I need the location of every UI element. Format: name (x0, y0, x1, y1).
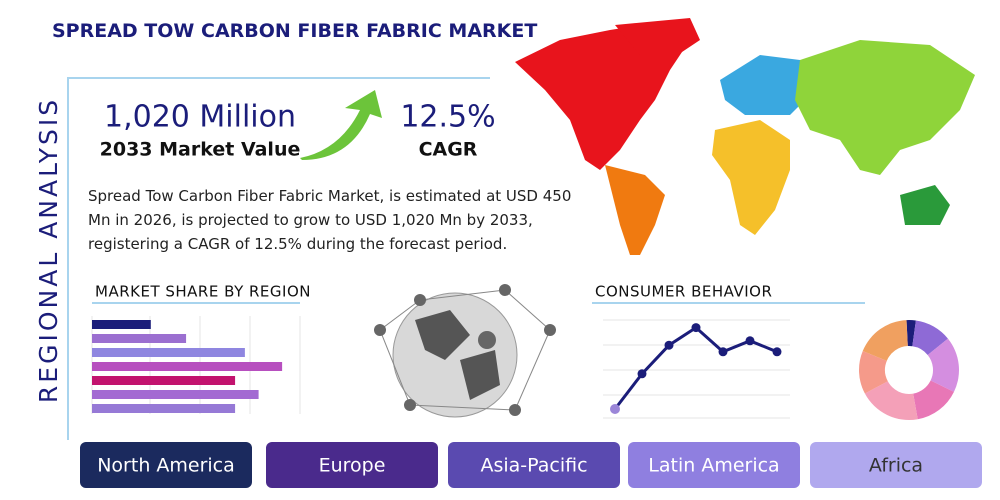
bar (92, 376, 236, 385)
region-label: Europe (319, 455, 386, 477)
donut-segment (912, 320, 948, 355)
market-value: 1,020 Million (104, 100, 296, 135)
region-label: North America (97, 455, 235, 477)
bar (92, 334, 187, 343)
region-button[interactable] (266, 442, 438, 488)
globe (374, 284, 556, 418)
market-share-title: MARKET SHARE BY REGION (95, 283, 311, 301)
region-label: Asia-Pacific (480, 455, 587, 477)
frame (67, 77, 490, 440)
point (637, 369, 647, 379)
point (718, 347, 728, 357)
world-map (515, 18, 975, 255)
donut-segment (927, 338, 959, 392)
donut-segment (864, 381, 918, 420)
point (745, 336, 755, 346)
market-value-label: 2033 Market Value (100, 139, 301, 161)
consumer-title: CONSUMER BEHAVIOR (595, 283, 772, 301)
bar (92, 348, 245, 357)
point (691, 323, 701, 333)
description: Spread Tow Carbon Fiber Fabric Market, i… (88, 187, 572, 253)
cagr-label: CAGR (419, 139, 478, 161)
region-label: Africa (869, 455, 923, 477)
bar (92, 320, 151, 329)
donut-segment (858, 350, 888, 394)
growth-arrow (300, 90, 382, 160)
region-button[interactable] (448, 442, 620, 488)
title: SPREAD TOW CARBON FIBER FABRIC MARKET (52, 20, 537, 42)
donut-segment (906, 320, 916, 347)
point (664, 340, 674, 350)
region-button[interactable] (80, 442, 252, 488)
side-label: REGIONAL ANALYSIS (34, 97, 63, 403)
region-label: Latin America (648, 455, 779, 477)
donut-segment (862, 320, 908, 361)
description-box: Spread Tow Carbon Fiber Fabric Market, i… (88, 187, 572, 253)
point (772, 347, 782, 357)
bar (92, 390, 259, 399)
bar (92, 404, 236, 413)
donut-segment (913, 380, 954, 420)
point (610, 404, 620, 414)
region-button[interactable] (628, 442, 800, 488)
cagr-value: 12.5% (400, 100, 495, 135)
bar (92, 362, 283, 371)
region-button[interactable] (810, 442, 982, 488)
